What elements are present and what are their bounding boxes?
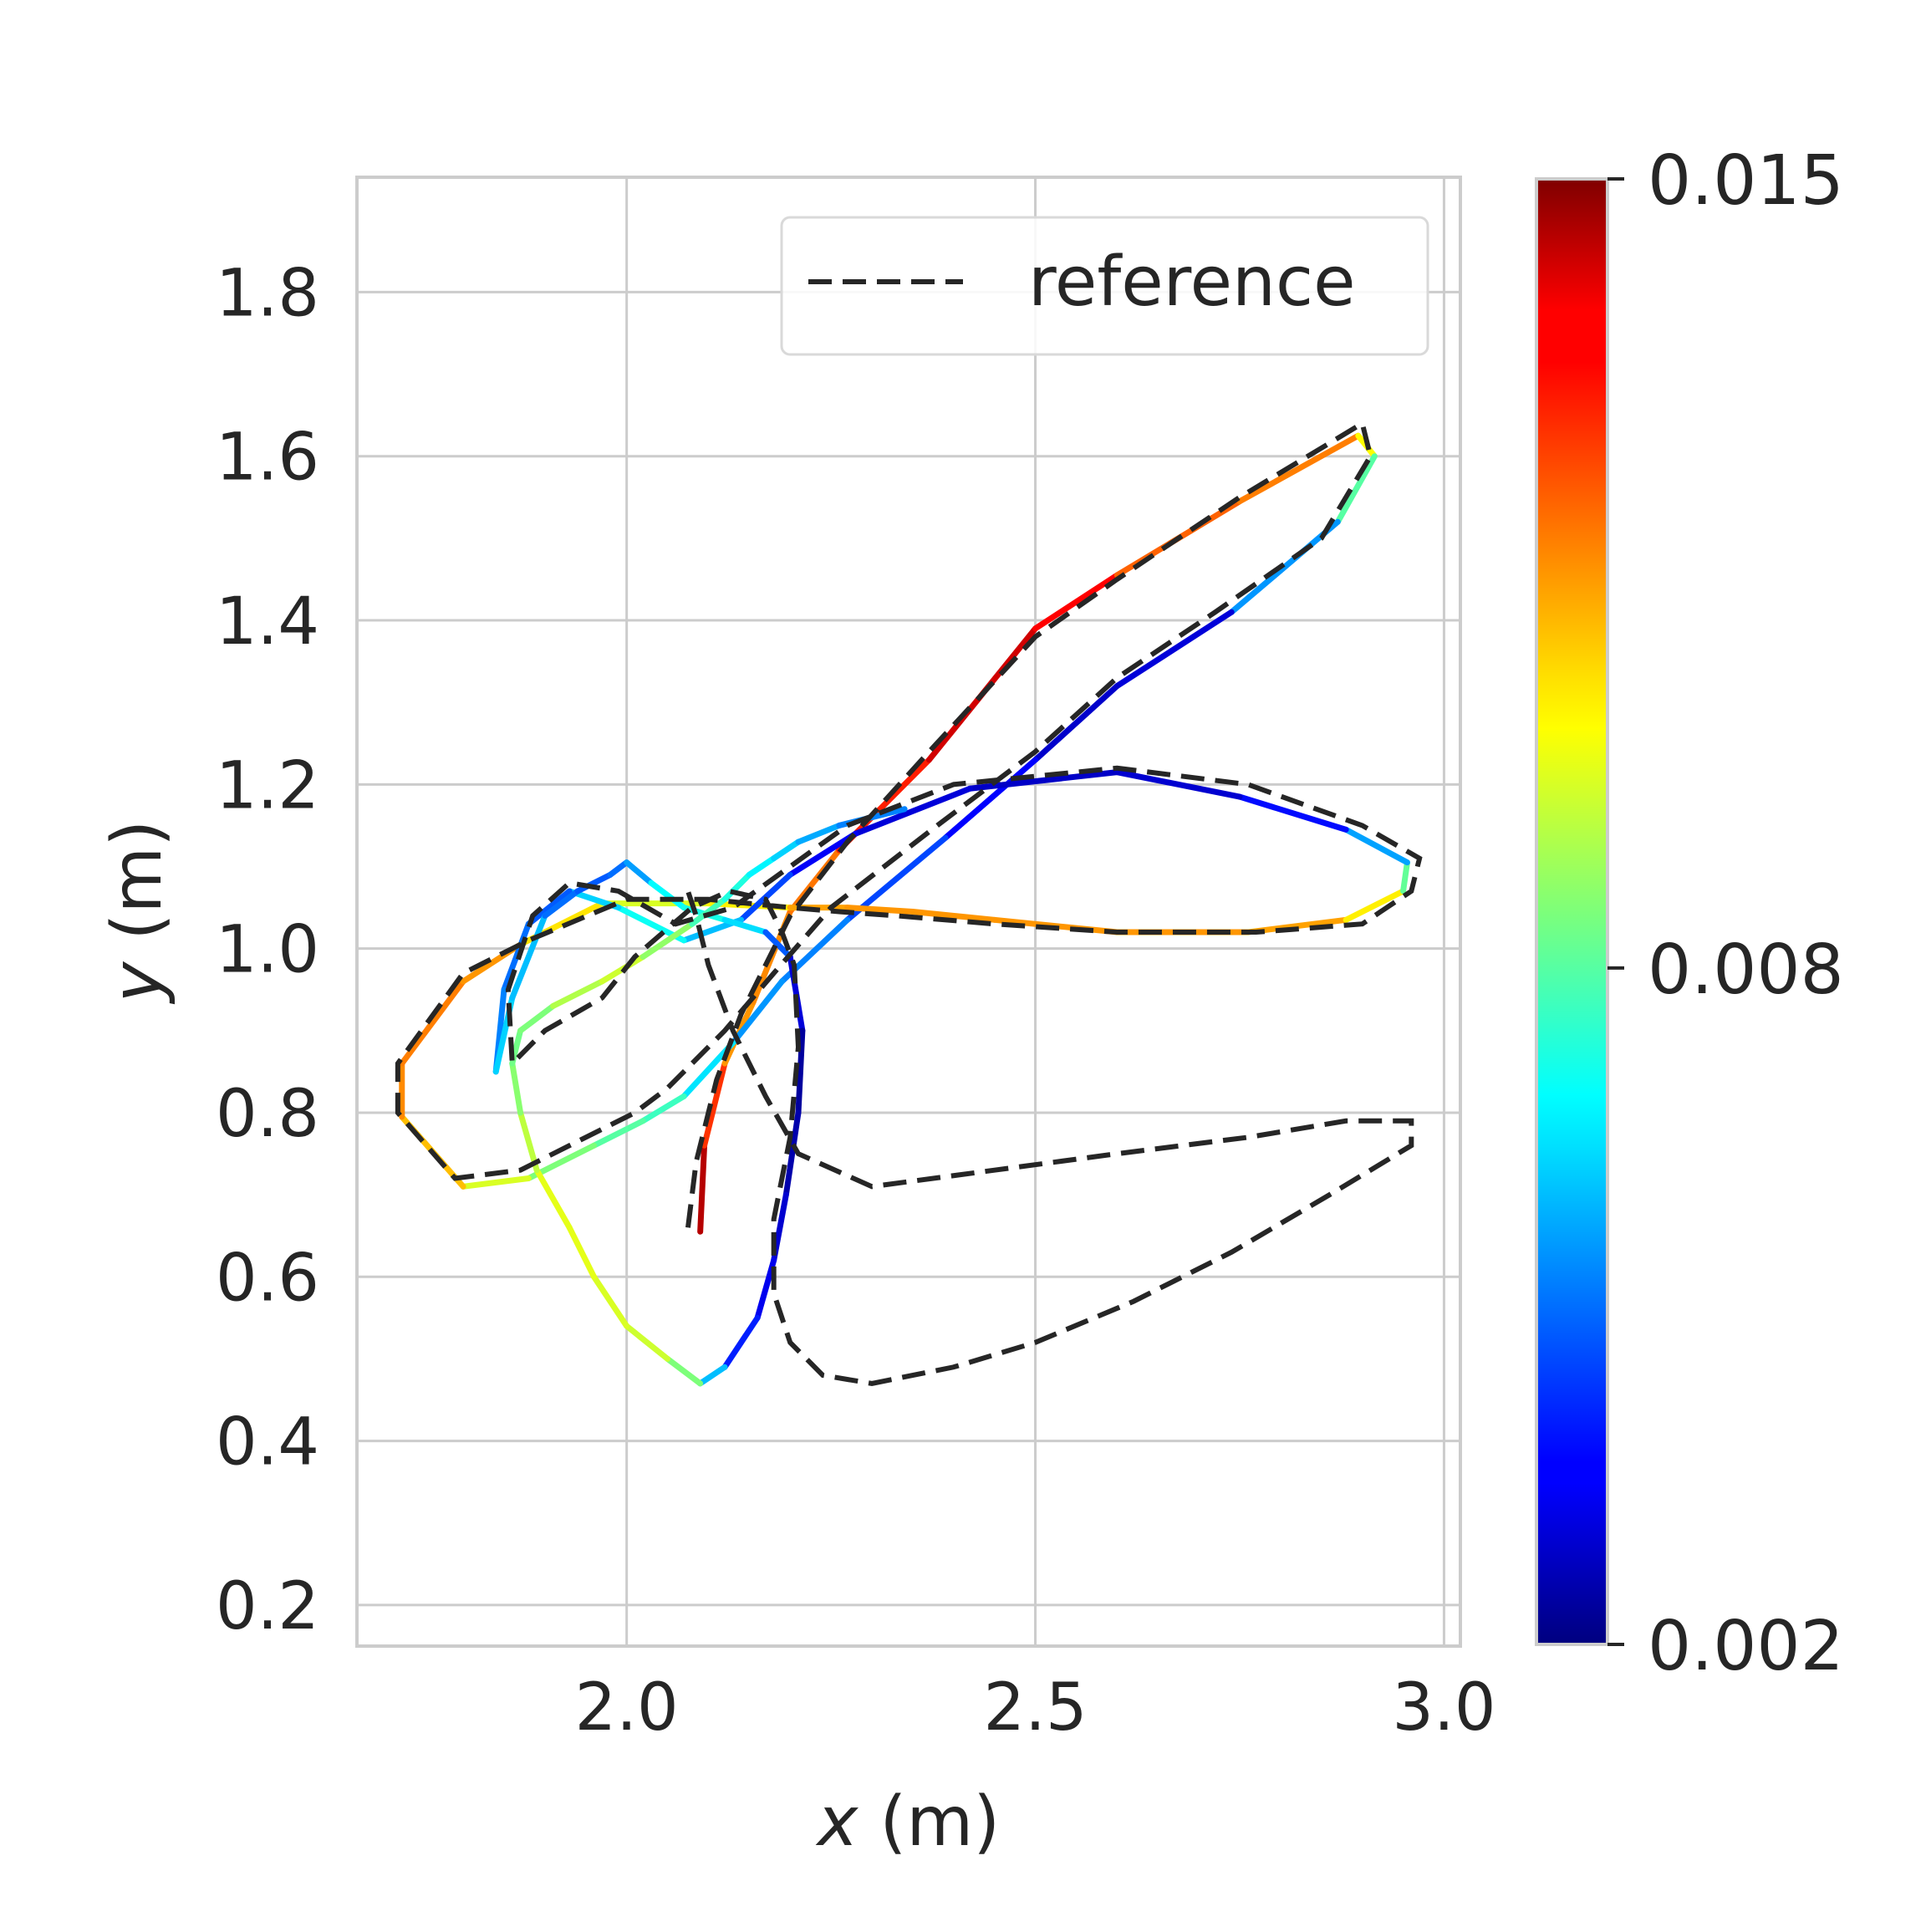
tracked-segment xyxy=(689,896,728,927)
x-axis-label-unit: (m) xyxy=(858,1782,1000,1862)
tracked-segment xyxy=(697,1364,728,1387)
colorbar-ticks: 0.002 0.008 0.015 xyxy=(1607,141,1844,1686)
tracked-segment xyxy=(1343,826,1410,866)
tracked-segment xyxy=(1400,859,1410,895)
tracked-segment xyxy=(771,839,802,862)
tracked-segment xyxy=(460,1175,532,1190)
tracked-segment xyxy=(730,978,785,1047)
tracked-segment xyxy=(501,920,532,993)
legend-box xyxy=(780,216,1429,356)
tracked-segment xyxy=(1236,432,1362,505)
tracked-segment xyxy=(966,769,1120,792)
tracked-segment xyxy=(639,920,695,960)
tracked-segment xyxy=(852,785,973,837)
tracked-segment xyxy=(399,978,466,1067)
y-tick-label: 1.2 xyxy=(216,748,319,823)
x-tick-label: 2.0 xyxy=(575,1670,679,1746)
tracked-segment xyxy=(795,1027,806,1116)
y-tick-label: 0.6 xyxy=(216,1241,319,1316)
tracked-segment xyxy=(1236,793,1349,833)
y-tick-label: 0.4 xyxy=(216,1405,319,1481)
x-axis-label-var: x xyxy=(815,1782,859,1862)
y-ticks: 0.2 0.4 0.6 0.8 1.0 1.2 1.4 1.6 1.8 xyxy=(216,256,319,1644)
tracked-segment xyxy=(1113,769,1243,800)
y-tick-label: 1.8 xyxy=(216,256,319,331)
tracked-segment xyxy=(607,859,630,878)
tracked-segment xyxy=(844,905,916,915)
tracked-segment xyxy=(665,1355,704,1387)
tracked-segment xyxy=(721,916,769,935)
tracked-segment xyxy=(746,855,777,878)
tracked-segment xyxy=(550,978,605,1009)
y-tick-label: 1.0 xyxy=(216,913,319,988)
tracked-segment xyxy=(909,909,998,923)
tracked-segment xyxy=(1032,572,1120,632)
tracked-segment xyxy=(795,822,843,845)
reference-line xyxy=(395,419,1423,1386)
tracked-segment xyxy=(1343,888,1407,923)
colorbar-tick-label: 0.002 xyxy=(1648,1607,1844,1686)
tracked-segment xyxy=(542,888,581,919)
tracked-segment xyxy=(787,830,859,878)
tracked-segment xyxy=(1334,453,1378,525)
colorbar-tick-label: 0.015 xyxy=(1648,141,1844,221)
x-tick-label: 3.0 xyxy=(1392,1670,1495,1746)
tracked-segment xyxy=(509,1060,524,1116)
x-axis-label: x (m) xyxy=(815,1782,1000,1862)
tracked-segment xyxy=(721,1314,761,1370)
colorbar-tick-label: 0.008 xyxy=(1648,930,1844,1010)
tracked-segment xyxy=(591,1118,646,1149)
tracked-segment xyxy=(624,1323,671,1362)
x-tick-label: 2.5 xyxy=(984,1670,1088,1746)
tracked-segment xyxy=(697,1142,708,1235)
tracked-segment xyxy=(525,888,573,927)
tracked-segment xyxy=(1032,683,1120,763)
tracked-trajectory xyxy=(399,432,1410,1387)
tracked-segment xyxy=(591,1273,630,1329)
y-tick-label: 1.4 xyxy=(216,584,319,660)
colorbar: 0.002 0.008 0.015 xyxy=(1535,141,1844,1686)
tracked-segment xyxy=(701,1060,728,1149)
colorbar-bar xyxy=(1535,177,1609,1646)
legend-reference-label: reference xyxy=(1028,242,1356,322)
tracked-segment xyxy=(648,879,687,911)
tracked-segment xyxy=(639,1093,687,1124)
plot-frame xyxy=(355,176,1462,1648)
tracked-segment xyxy=(754,1257,777,1321)
y-tick-label: 0.8 xyxy=(216,1077,319,1152)
y-axis-label-var: y xyxy=(98,961,177,1005)
y-axis-label-unit: (m) xyxy=(98,820,177,962)
tracked-segment xyxy=(762,929,793,960)
x-ticks: 2.0 2.5 3.0 xyxy=(575,1670,1496,1746)
tracked-segment xyxy=(721,871,752,903)
legend: reference xyxy=(780,216,1429,356)
tracked-segment xyxy=(574,871,614,895)
y-axis-label: y (m) xyxy=(98,820,177,1005)
tracked-segment xyxy=(517,1002,557,1034)
tracked-segment xyxy=(782,1109,802,1198)
tracked-segment xyxy=(624,859,655,886)
tracked-segment xyxy=(942,757,1039,841)
y-tick-label: 1.6 xyxy=(216,421,319,496)
tracked-segment xyxy=(533,1167,573,1231)
tracked-segment xyxy=(1113,609,1235,690)
y-tick-label: 0.2 xyxy=(216,1569,319,1644)
tracked-segment xyxy=(566,1224,598,1280)
tracked-segment xyxy=(509,912,548,1002)
